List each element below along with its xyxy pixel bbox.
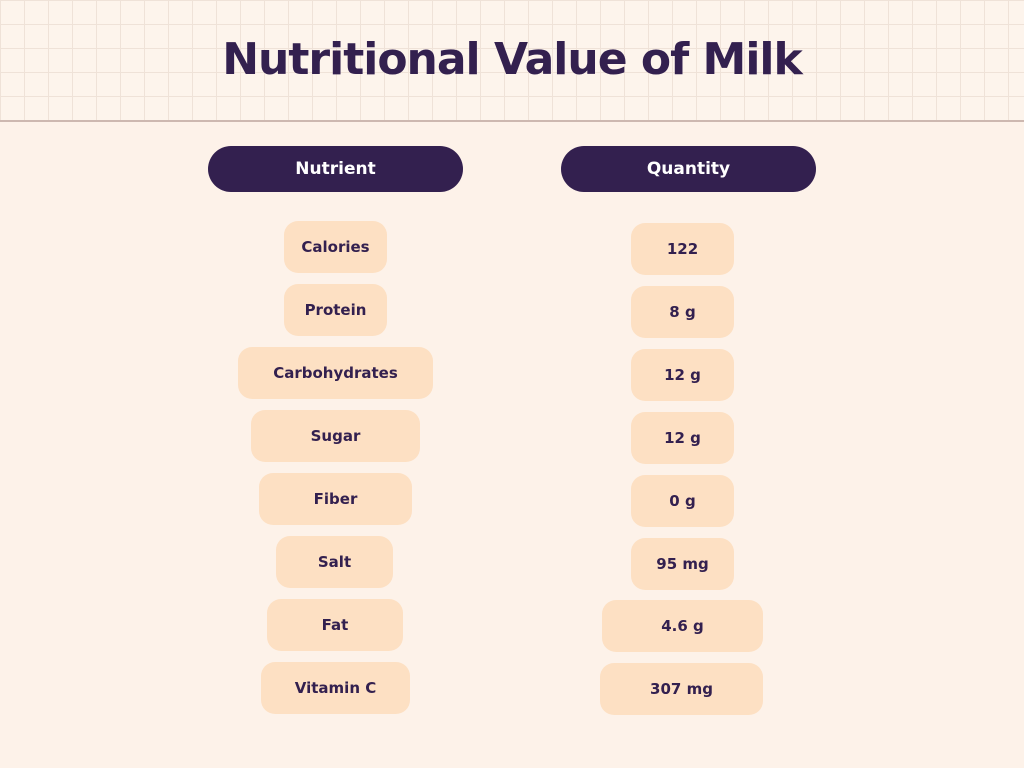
nutrient-column-header: Nutrient [208,146,463,192]
nutrient-cell: Fiber [259,473,412,525]
quantity-cell: 0 g [631,475,734,527]
quantity-cell: 95 mg [631,538,734,590]
nutrient-cell: Salt [276,536,393,588]
quantity-cell: 307 mg [600,663,763,715]
quantity-cell: 122 [631,223,734,275]
quantity-cell: 4.6 g [602,600,763,652]
nutrient-cell: Protein [284,284,387,336]
nutrient-cell: Fat [267,599,403,651]
page-title: Nutritional Value of Milk [222,34,803,85]
nutrient-cell: Carbohydrates [238,347,433,399]
quantity-cell: 8 g [631,286,734,338]
quantity-cell: 12 g [631,412,734,464]
quantity-column-header: Quantity [561,146,816,192]
nutrient-cell: Vitamin C [261,662,410,714]
header-grid-band [0,0,1024,122]
nutrient-cell: Calories [284,221,387,273]
quantity-cell: 12 g [631,349,734,401]
nutrient-cell: Sugar [251,410,420,462]
